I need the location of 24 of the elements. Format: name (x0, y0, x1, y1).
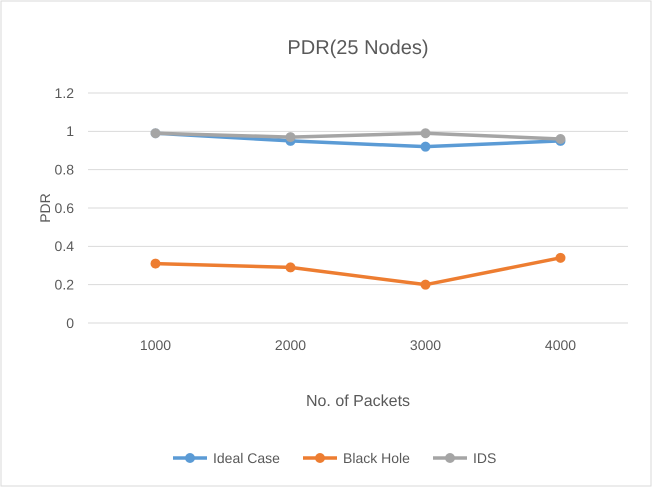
y-tick-label: 1 (66, 123, 74, 140)
point (150, 258, 160, 269)
y-axis-title: PDR (37, 193, 53, 223)
y-tick-label: 1.2 (54, 84, 74, 101)
x-tick-label: 4000 (544, 337, 576, 353)
point (420, 142, 430, 152)
y-tick-label: 0 (66, 314, 74, 331)
point (420, 128, 430, 138)
x-tick-label: 2000 (274, 337, 306, 353)
legend-label: Black Hole (343, 450, 410, 466)
x-axis-title: No. of Packets (306, 393, 410, 410)
x-tick-label: 3000 (410, 337, 442, 353)
point (286, 262, 296, 272)
legend-label: Ideal Case (213, 450, 280, 466)
point (556, 252, 566, 263)
x-tick-label: 1000 (140, 337, 172, 353)
point (286, 132, 296, 142)
legend-label: IDS (473, 450, 496, 466)
point (420, 280, 430, 290)
chart-title: PDR(25 Nodes) (287, 37, 429, 59)
y-tick-label: 0.4 (54, 238, 74, 254)
y-tick-label: 0.8 (54, 162, 74, 178)
y-tick-label: 0.6 (54, 200, 74, 216)
y-tick-label: 0.2 (54, 276, 74, 293)
